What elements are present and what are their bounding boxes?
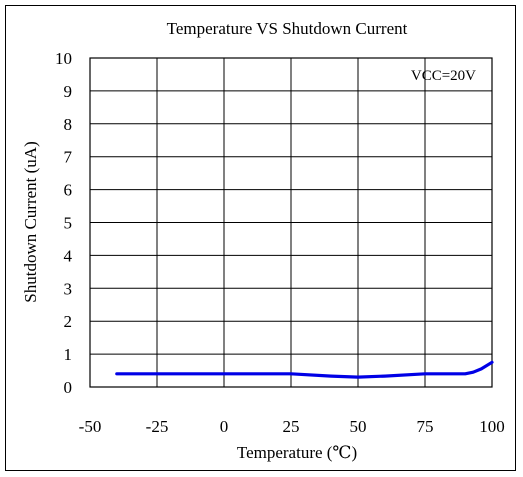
x-tick-label: -50: [79, 417, 102, 436]
y-tick-label: 10: [55, 49, 72, 68]
y-tick-label: 1: [64, 345, 73, 364]
x-tick-label: 25: [283, 417, 300, 436]
y-tick-label: 2: [64, 312, 73, 331]
y-tick-label: 7: [64, 148, 73, 167]
y-tick-label: 4: [64, 246, 73, 265]
y-tick-label: 0: [64, 378, 73, 397]
x-axis-label: Temperature (℃): [237, 443, 357, 462]
x-tick-label: 100: [479, 417, 505, 436]
y-axis-label: Shutdown Current (uA): [21, 141, 40, 302]
annotation-vcc: VCC=20V: [411, 68, 476, 84]
y-tick-label: 5: [64, 214, 73, 233]
series-line: [115, 360, 494, 379]
x-tick-label: -25: [146, 417, 169, 436]
chart-title: Temperature VS Shutdown Current: [167, 19, 408, 38]
x-tick-label: 50: [350, 417, 367, 436]
x-tick-label: 0: [220, 417, 229, 436]
y-tick-label: 6: [64, 181, 73, 200]
x-tick-label: 75: [417, 417, 434, 436]
y-tick-label: 3: [64, 279, 73, 298]
plot-area-border: [89, 57, 493, 388]
y-tick-label: 9: [64, 82, 73, 101]
y-tick-label: 8: [64, 115, 73, 134]
